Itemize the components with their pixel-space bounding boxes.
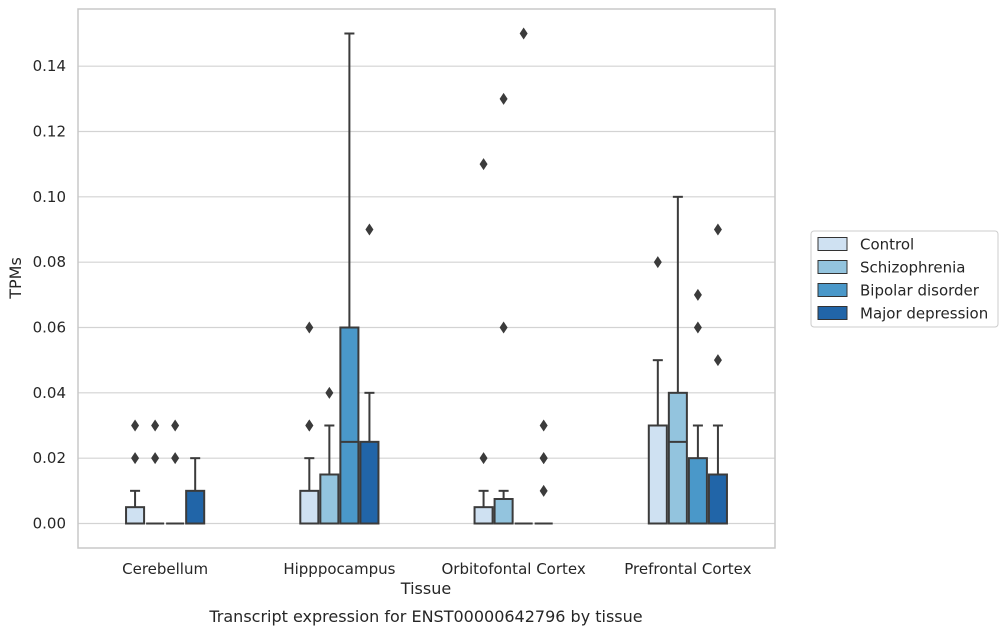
x-tick-label: Orbitofontal Cortex	[442, 560, 586, 578]
outlier-point	[479, 452, 488, 465]
box-body	[687, 457, 708, 525]
outlier-point	[325, 386, 334, 399]
box-body	[339, 326, 360, 525]
outlier-point	[171, 452, 180, 465]
box-body	[185, 489, 206, 525]
y-tick-label: 0.08	[33, 253, 66, 271]
outlier-point	[365, 223, 374, 236]
legend-swatch	[817, 237, 848, 251]
outlier-point	[131, 419, 140, 432]
box-body	[647, 424, 668, 525]
x-axis-label: Tissue	[400, 579, 451, 598]
outlier-point	[499, 92, 508, 105]
outlier-point	[539, 452, 548, 465]
outlier-point	[131, 452, 140, 465]
box-layer	[125, 27, 728, 525]
y-tick-label: 0.00	[33, 515, 66, 533]
y-tick-label: 0.10	[33, 188, 66, 206]
legend-swatch	[817, 260, 848, 274]
box-3-1	[166, 419, 185, 525]
x-tick-label: Prefrontal Cortex	[624, 560, 751, 578]
outlier-point	[539, 484, 548, 497]
box-body	[125, 506, 146, 525]
tick-labels: 0.00 0.02 0.04 0.06 0.08 0.10 0.12 0.14 Cerebell…	[33, 57, 752, 578]
plot-border	[77, 8, 776, 549]
box-2-3	[493, 92, 514, 525]
outlier-point	[713, 354, 722, 367]
outlier-point	[305, 321, 314, 334]
box-4-1	[185, 457, 206, 525]
x-tick-label: Cerebellum	[122, 560, 208, 578]
legend-label: Schizophrenia	[860, 259, 965, 277]
outlier-point	[151, 452, 160, 465]
outlier-point	[151, 419, 160, 432]
box-4-3	[534, 419, 553, 525]
box-body	[359, 440, 380, 525]
legend-label: Major depression	[860, 305, 988, 323]
outlier-point	[479, 158, 488, 171]
box-2-4	[667, 195, 688, 525]
box-1-2	[299, 321, 320, 525]
y-tick-label: 0.06	[33, 319, 66, 337]
box-body	[319, 473, 340, 525]
box-3-2	[339, 32, 360, 525]
box-2-2	[319, 386, 340, 525]
legend-label: Bipolar disorder	[860, 282, 980, 300]
outlier-point	[305, 419, 314, 432]
box-body	[707, 473, 728, 525]
legend: Control Schizophrenia Bipolar disorder Majo…	[810, 230, 999, 328]
y-axis-label: TPMs	[6, 257, 25, 300]
y-tick-label: 0.02	[33, 449, 66, 467]
box-body	[299, 489, 320, 525]
outlier-point	[539, 419, 548, 432]
box-1-1	[125, 419, 146, 525]
box-4-4	[707, 223, 728, 525]
outlier-point	[171, 419, 180, 432]
box-3-4	[687, 288, 708, 525]
figure-caption: Transcript expression for ENST0000064279…	[208, 607, 642, 626]
box-4-2	[359, 223, 380, 525]
y-tick-label: 0.14	[33, 57, 66, 75]
box-3-3	[514, 27, 533, 525]
box-body	[667, 391, 688, 525]
box-1-3	[473, 158, 494, 525]
y-tick-label: 0.04	[33, 384, 66, 402]
plot-frame	[77, 8, 776, 549]
outlier-point	[653, 256, 662, 269]
outlier-point	[693, 288, 702, 301]
legend-swatch	[817, 306, 848, 320]
legend-swatch	[817, 283, 848, 297]
outlier-point	[519, 27, 528, 40]
box-1-4	[647, 256, 668, 525]
box-body	[473, 506, 494, 525]
outlier-point	[713, 223, 722, 236]
outlier-point	[693, 321, 702, 334]
legend-frame	[810, 230, 999, 328]
box-2-1	[146, 419, 165, 525]
box-body	[493, 498, 514, 525]
outlier-point	[499, 321, 508, 334]
y-tick-label: 0.12	[33, 123, 66, 141]
legend-label: Control	[860, 236, 914, 254]
x-tick-label: Hipppocampus	[283, 560, 395, 578]
